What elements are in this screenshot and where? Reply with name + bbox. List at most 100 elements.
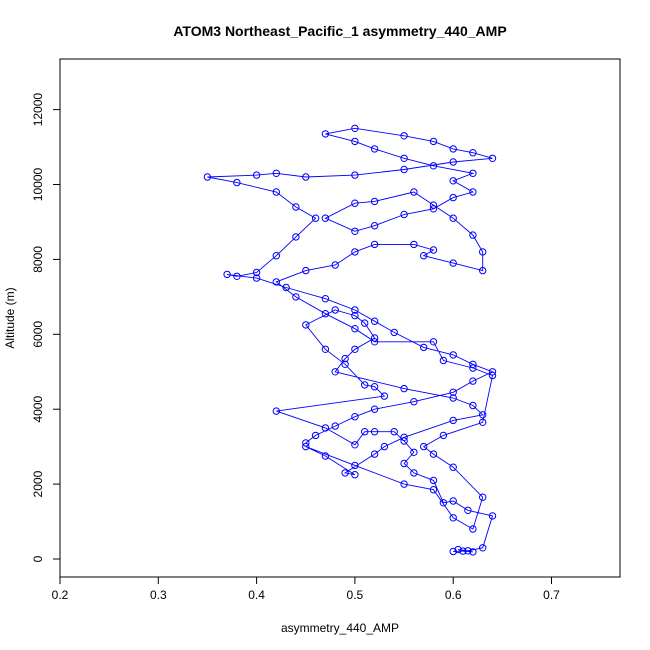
data-point — [449, 158, 457, 166]
data-point — [321, 295, 330, 303]
data-point — [454, 545, 462, 554]
x-tick-label: 0.2 — [52, 588, 69, 602]
data-point — [351, 441, 359, 449]
y-axis-label: Altitude (m) — [3, 287, 17, 348]
data-point — [390, 428, 398, 436]
data-point — [469, 188, 477, 196]
data-point — [370, 317, 379, 325]
data-point — [370, 383, 379, 391]
data-point — [479, 418, 487, 426]
data-point — [331, 306, 339, 314]
data-point — [272, 188, 280, 196]
data-point — [449, 214, 457, 222]
data-point — [464, 547, 472, 555]
y-tick-label: 10000 — [31, 167, 45, 201]
data-point — [488, 368, 497, 376]
data-point — [380, 442, 389, 451]
x-tick-label: 0.3 — [150, 588, 167, 602]
data-point — [233, 272, 241, 280]
data-point — [469, 377, 477, 385]
data-point — [464, 506, 472, 514]
data-point — [479, 493, 487, 501]
data-point — [321, 130, 330, 138]
data-point — [252, 268, 261, 277]
data-point — [439, 431, 448, 440]
data-point — [420, 252, 428, 260]
data-point — [479, 544, 487, 552]
data-point — [400, 433, 408, 441]
data-point — [370, 197, 379, 206]
data-point — [351, 124, 359, 133]
data-point — [429, 476, 438, 485]
data-point — [449, 388, 457, 396]
data-point — [479, 411, 487, 419]
data-point — [469, 525, 477, 533]
data-point — [331, 261, 339, 269]
data-point — [370, 334, 379, 342]
data-point — [400, 384, 408, 393]
data-point — [351, 248, 359, 256]
data-point — [321, 424, 330, 432]
data-point — [488, 154, 497, 163]
data-point — [420, 442, 428, 451]
data-point — [272, 407, 280, 415]
data-point — [302, 439, 310, 447]
data-point — [282, 283, 290, 292]
data-point — [449, 394, 457, 402]
data-point — [351, 413, 359, 421]
data-point — [351, 227, 359, 236]
data-point — [469, 548, 477, 556]
data-point — [341, 354, 349, 363]
data-point — [410, 398, 418, 406]
data-point — [449, 463, 457, 471]
data-point — [233, 178, 241, 187]
data-point — [469, 231, 477, 239]
y-tick-label: 0 — [31, 555, 45, 562]
data-point — [361, 381, 369, 389]
data-point — [223, 270, 231, 279]
x-axis-label: asymmetry_440_AMP — [281, 621, 399, 635]
data-point — [410, 469, 418, 477]
data-point — [351, 345, 359, 353]
data-point — [429, 137, 438, 146]
data-point — [420, 343, 428, 352]
data-point — [302, 321, 310, 329]
data-point — [469, 149, 477, 157]
y-tick-label: 8000 — [31, 246, 45, 273]
plot-area — [203, 124, 497, 556]
data-point — [321, 214, 330, 222]
x-tick-label: 0.4 — [248, 588, 265, 602]
data-point — [292, 203, 300, 211]
data-point — [292, 293, 300, 301]
data-point — [302, 173, 310, 181]
data-point — [351, 311, 359, 320]
data-point — [449, 259, 457, 267]
data-point — [429, 205, 438, 213]
data-point — [252, 274, 261, 282]
data-point — [351, 471, 359, 479]
data-point — [479, 266, 487, 275]
y-axis: 0 2000 4000 6000 8000 10000 12000 — [31, 93, 60, 562]
data-point — [203, 173, 212, 181]
data-point — [351, 171, 359, 179]
data-point — [429, 450, 438, 458]
data-point — [351, 306, 359, 314]
data-point — [351, 137, 359, 146]
data-point — [370, 145, 379, 153]
data-point — [272, 278, 280, 286]
data-point — [429, 338, 438, 346]
data-point — [400, 437, 408, 445]
data-point — [429, 486, 438, 494]
data-point — [361, 319, 369, 327]
data-point — [400, 154, 408, 163]
y-tick-label: 12000 — [31, 93, 45, 127]
data-point — [469, 360, 477, 368]
data-point — [370, 450, 379, 458]
data-point — [380, 392, 389, 400]
x-axis: 0.2 0.3 0.4 0.5 0.6 0.7 — [52, 577, 560, 602]
series-line — [207, 127, 494, 553]
data-point — [351, 461, 359, 470]
data-point — [479, 248, 487, 256]
data-point — [449, 514, 457, 522]
